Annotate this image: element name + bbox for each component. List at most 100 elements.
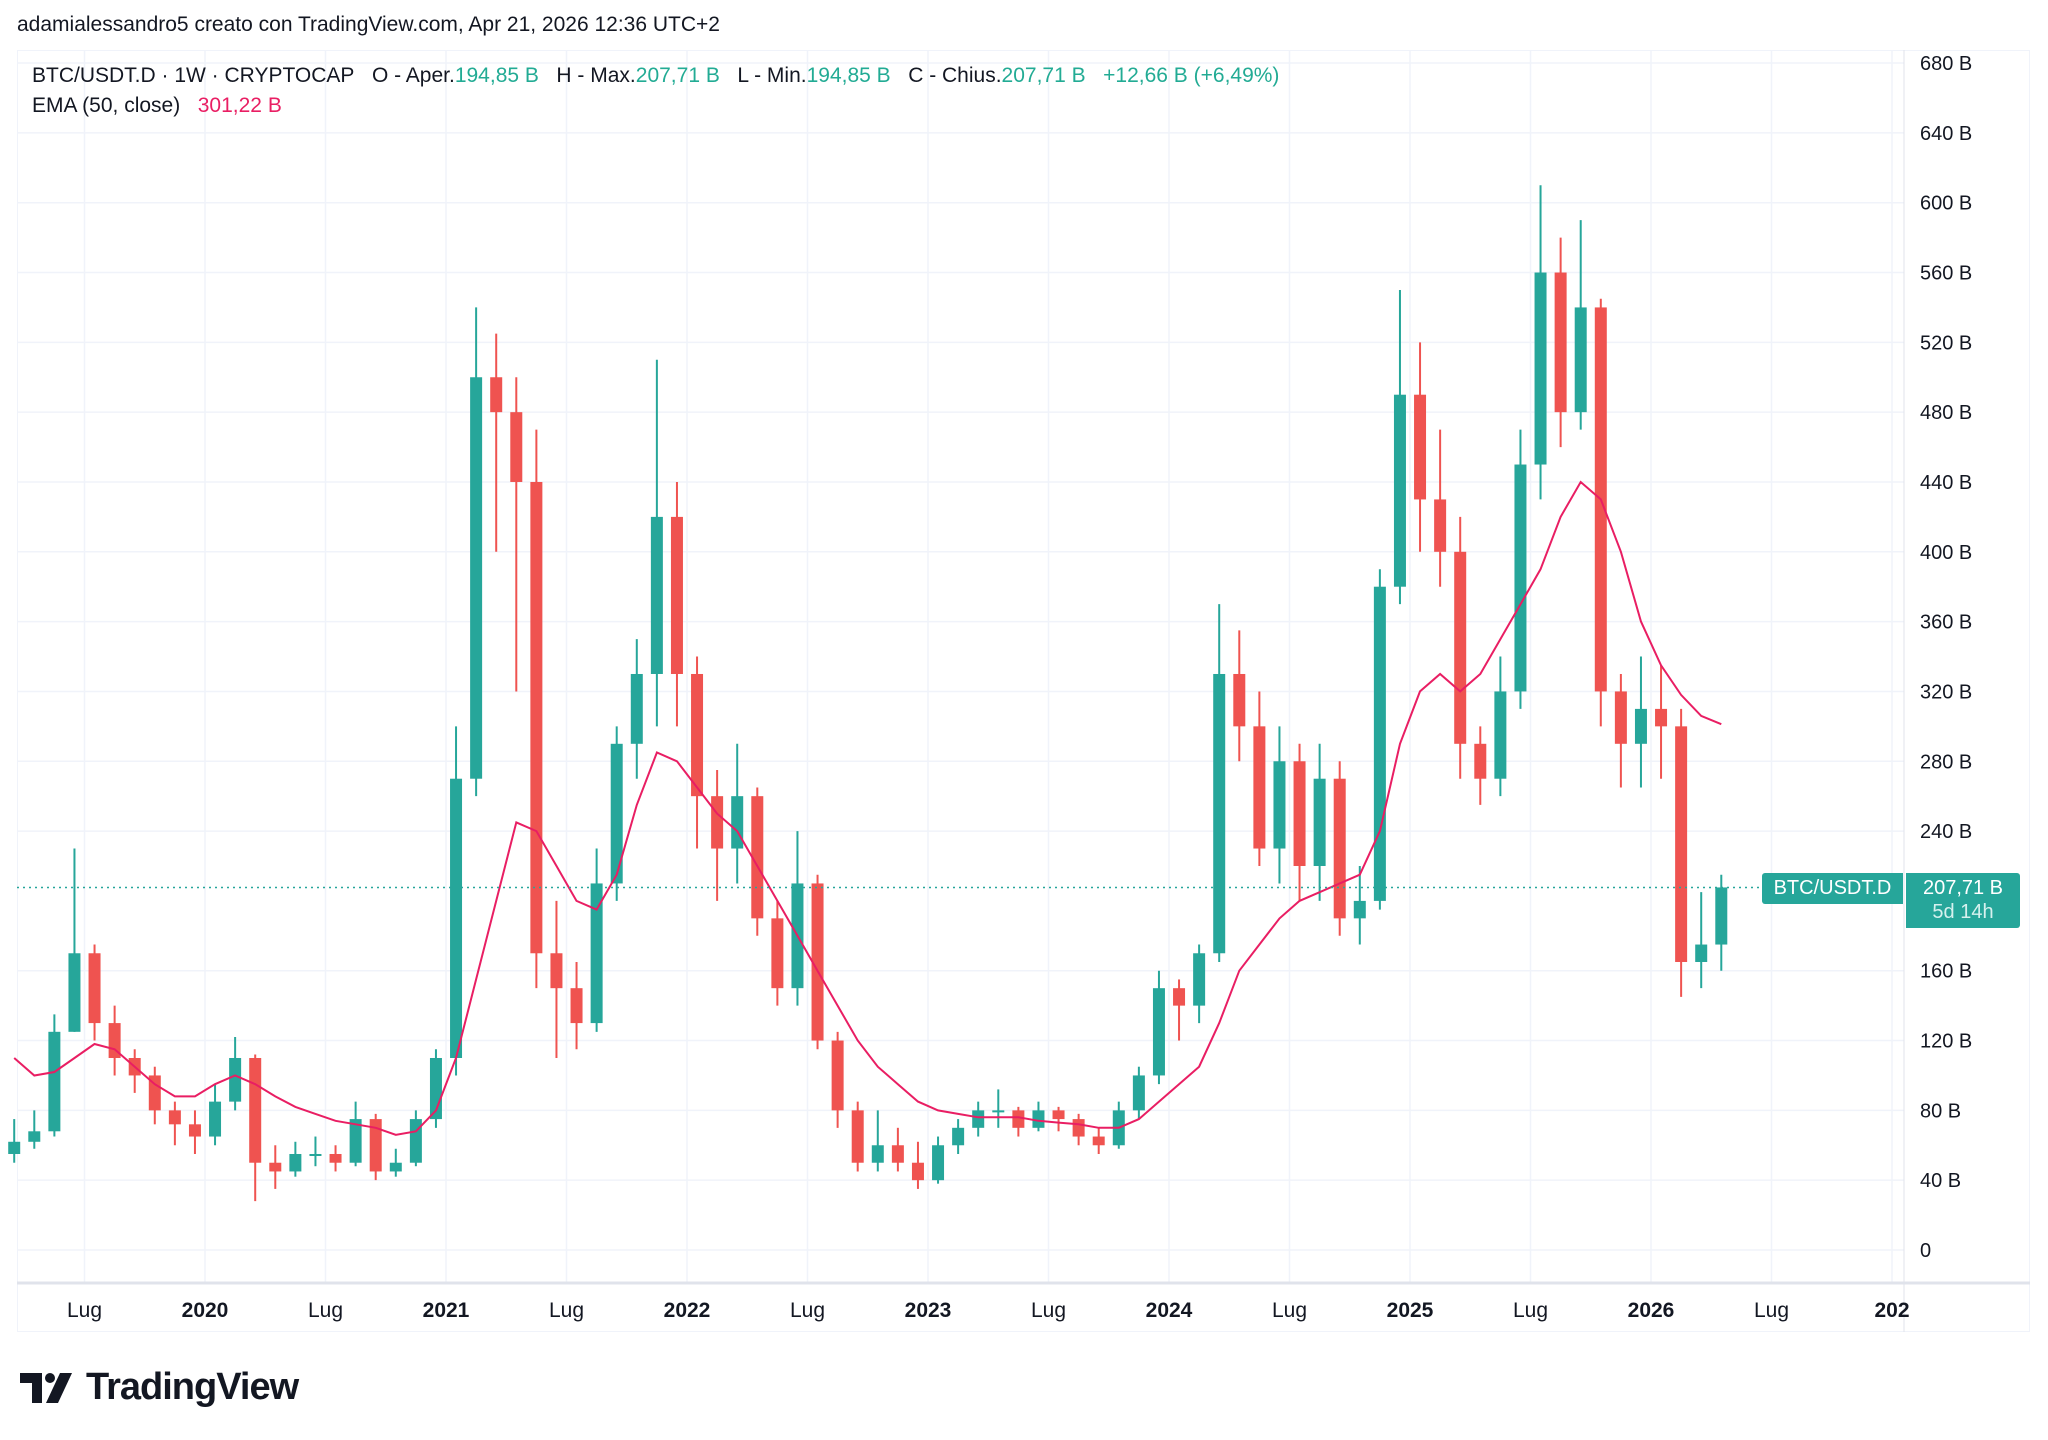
candle-body — [932, 1145, 945, 1181]
candle — [1393, 289, 1406, 605]
candle-body — [349, 1119, 362, 1163]
candle — [108, 1005, 121, 1076]
candle — [952, 1119, 965, 1154]
candle — [1574, 220, 1587, 430]
x-tick-label: Lug — [549, 1299, 584, 1322]
last-price-value: 207,71 B — [1922, 877, 2004, 899]
legend-high: 207,71 B — [635, 64, 720, 87]
candle-body — [751, 796, 764, 919]
candle-body — [1052, 1110, 1065, 1120]
legend-change: +12,66 B (+6,49%) — [1103, 64, 1280, 87]
candle — [168, 1101, 181, 1146]
candle — [1012, 1106, 1025, 1137]
candle-body — [691, 673, 704, 797]
candle — [1353, 865, 1366, 945]
candle-body — [209, 1101, 222, 1137]
y-tick-label: 440 B — [1920, 472, 1972, 494]
candle — [1534, 185, 1547, 500]
y-tick-label: 120 B — [1920, 1031, 1972, 1053]
y-tick-label: 680 B — [1920, 53, 1972, 75]
legend-close: 207,71 B — [1001, 64, 1086, 87]
candles — [8, 185, 1728, 1202]
y-tick-label: 600 B — [1920, 193, 1972, 215]
bar-countdown: 5d 14h — [1932, 901, 1994, 923]
candle-body — [450, 778, 463, 1058]
x-tick-label: Lug — [67, 1299, 102, 1322]
candle-body — [1333, 778, 1346, 919]
candle — [731, 743, 744, 884]
candle-body — [1092, 1136, 1105, 1146]
candle — [1032, 1101, 1045, 1132]
candle — [992, 1089, 1005, 1128]
legend-close-label: C - Chius. — [908, 64, 1002, 87]
legend-symbol[interactable]: BTC/USDT.D · 1W · CRYPTOCAP — [32, 64, 355, 87]
candle — [1293, 743, 1306, 901]
candle — [1333, 761, 1346, 936]
candle-body — [88, 953, 101, 1024]
candle — [369, 1113, 382, 1181]
candle-body — [610, 743, 623, 884]
y-tick-label: 320 B — [1920, 681, 1972, 703]
candle-body — [1534, 272, 1547, 465]
candle — [68, 848, 81, 1032]
legend-open-label: O - Aper. — [371, 64, 455, 87]
candle-body — [972, 1110, 985, 1128]
candle-body — [1173, 988, 1186, 1006]
candle — [891, 1127, 904, 1172]
price-axis: 680 B 640 B 600 B 560 B 520 B 480 B 440 B 400 B… — [1920, 53, 1972, 1262]
candle — [510, 377, 523, 692]
candle — [911, 1141, 924, 1189]
candle-body — [289, 1153, 302, 1172]
candle — [691, 656, 704, 849]
candle-body — [1032, 1110, 1045, 1128]
candle-body — [249, 1057, 262, 1163]
candle-body — [1132, 1075, 1145, 1111]
candle — [1072, 1113, 1085, 1146]
legend-low-label: L - Min. — [737, 64, 807, 87]
candle — [329, 1145, 342, 1172]
ema-legend[interactable]: EMA (50, close) 301,22 B — [32, 94, 282, 118]
y-tick-label: 0 — [1920, 1240, 1931, 1262]
candle-body — [229, 1057, 242, 1102]
candle-body — [168, 1110, 181, 1125]
y-tick-label: 560 B — [1920, 263, 1972, 285]
candle — [349, 1101, 362, 1167]
tradingview-logo[interactable]: TradingView — [20, 1366, 299, 1409]
candle — [811, 874, 824, 1050]
price-chart[interactable]: 680 B 640 B 600 B 560 B 520 B 480 B 440 B 400 B… — [0, 0, 2048, 1340]
y-tick-label: 400 B — [1920, 542, 1972, 564]
candle — [530, 429, 543, 989]
candle-body — [309, 1153, 322, 1156]
candle — [1614, 673, 1627, 788]
candle — [28, 1110, 41, 1149]
last-price-badge: 207,71 B 5d 14h — [1906, 873, 2020, 928]
x-tick-label: 2025 — [1387, 1299, 1434, 1322]
candle-body — [389, 1162, 402, 1172]
candle-body — [1213, 673, 1226, 954]
candle-body — [28, 1131, 41, 1142]
candle — [289, 1141, 302, 1177]
candle-body — [1574, 307, 1587, 413]
candle — [148, 1066, 161, 1125]
grid-lines — [17, 50, 1904, 1283]
candle — [249, 1054, 262, 1202]
x-tick-label: 2023 — [905, 1299, 952, 1322]
candle — [630, 639, 643, 779]
candle-body — [1353, 900, 1366, 919]
candle-body — [731, 796, 744, 849]
candle-body — [470, 377, 483, 779]
ema-line — [13, 480, 1722, 1136]
x-tick-label: 2026 — [1628, 1299, 1675, 1322]
legend-high-label: H - Max. — [556, 64, 636, 87]
candle — [1092, 1127, 1105, 1154]
candle — [470, 307, 483, 797]
candle — [1152, 970, 1165, 1085]
candle-body — [831, 1040, 844, 1111]
candle-body — [1072, 1119, 1085, 1137]
candle — [209, 1084, 222, 1146]
candle-body — [1253, 726, 1266, 849]
candle-body — [952, 1127, 965, 1146]
candle-body — [1313, 778, 1326, 866]
candle — [1052, 1106, 1065, 1132]
x-tick-label: 2024 — [1146, 1299, 1193, 1322]
